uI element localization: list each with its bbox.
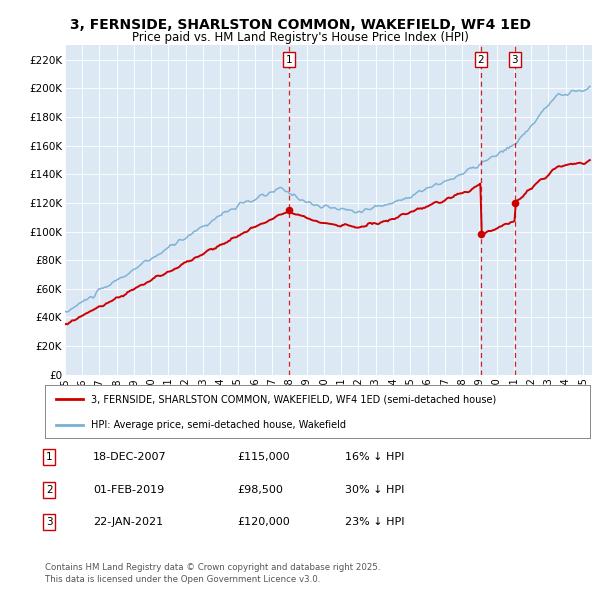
Text: 18-DEC-2007: 18-DEC-2007 xyxy=(93,453,167,462)
Text: £120,000: £120,000 xyxy=(237,517,290,527)
Text: 22-JAN-2021: 22-JAN-2021 xyxy=(93,517,163,527)
Text: HPI: Average price, semi-detached house, Wakefield: HPI: Average price, semi-detached house,… xyxy=(91,419,346,430)
Text: 1: 1 xyxy=(286,55,292,65)
Text: Price paid vs. HM Land Registry's House Price Index (HPI): Price paid vs. HM Land Registry's House … xyxy=(131,31,469,44)
Text: 2: 2 xyxy=(478,55,484,65)
Text: 23% ↓ HPI: 23% ↓ HPI xyxy=(345,517,404,527)
Text: 16% ↓ HPI: 16% ↓ HPI xyxy=(345,453,404,462)
Text: 3, FERNSIDE, SHARLSTON COMMON, WAKEFIELD, WF4 1ED (semi-detached house): 3, FERNSIDE, SHARLSTON COMMON, WAKEFIELD… xyxy=(91,394,497,404)
Text: £115,000: £115,000 xyxy=(237,453,290,462)
Text: 1: 1 xyxy=(46,453,53,462)
Text: 01-FEB-2019: 01-FEB-2019 xyxy=(93,485,164,494)
Text: 3, FERNSIDE, SHARLSTON COMMON, WAKEFIELD, WF4 1ED: 3, FERNSIDE, SHARLSTON COMMON, WAKEFIELD… xyxy=(70,18,530,32)
Text: 3: 3 xyxy=(512,55,518,65)
Text: Contains HM Land Registry data © Crown copyright and database right 2025.
This d: Contains HM Land Registry data © Crown c… xyxy=(45,563,380,584)
Text: £98,500: £98,500 xyxy=(237,485,283,494)
Text: 30% ↓ HPI: 30% ↓ HPI xyxy=(345,485,404,494)
Text: 2: 2 xyxy=(46,485,53,494)
Text: 3: 3 xyxy=(46,517,53,527)
